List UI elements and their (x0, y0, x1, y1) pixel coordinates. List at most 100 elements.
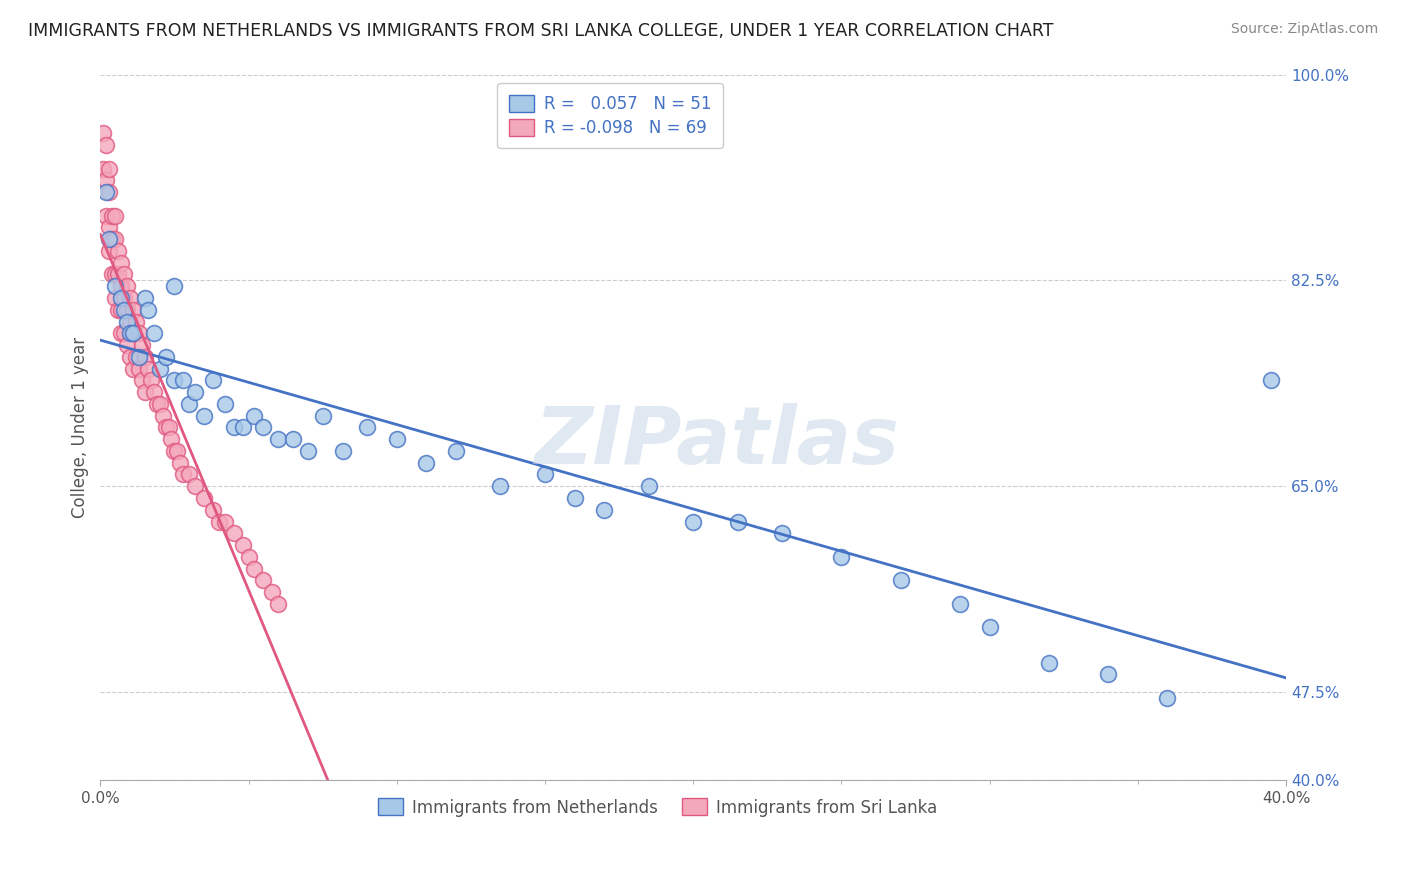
Point (101, 209, 124, 223)
Point (104, 232, 127, 246)
Point (107, 302, 129, 317)
Point (142, 326, 165, 341)
Point (96, 173, 118, 187)
Point (222, 526, 245, 541)
Point (110, 326, 132, 341)
Point (96, 209, 118, 223)
Point (890, 574, 912, 588)
Point (637, 479, 659, 493)
Point (128, 326, 150, 341)
Point (193, 409, 215, 423)
Point (201, 373, 224, 387)
Point (118, 314, 141, 328)
Point (252, 420, 274, 434)
Point (91, 161, 114, 176)
Point (193, 491, 215, 505)
Point (115, 302, 138, 317)
Point (115, 314, 138, 328)
Point (142, 385, 165, 400)
Point (112, 326, 135, 341)
Point (131, 373, 153, 387)
Point (238, 549, 260, 564)
Point (232, 420, 254, 434)
Point (770, 526, 793, 541)
Point (184, 479, 207, 493)
Point (104, 209, 127, 223)
Point (179, 397, 201, 411)
Point (136, 361, 159, 376)
Point (682, 515, 704, 529)
Point (949, 597, 972, 611)
Point (110, 291, 132, 305)
Point (155, 420, 177, 434)
Point (166, 444, 188, 458)
Point (91, 126, 114, 140)
Point (128, 361, 150, 376)
Point (385, 432, 408, 446)
Point (107, 244, 129, 258)
Point (297, 444, 319, 458)
Point (122, 302, 145, 317)
Point (122, 326, 145, 341)
Point (444, 444, 467, 458)
Point (125, 350, 148, 364)
Point (163, 444, 186, 458)
Point (593, 502, 616, 516)
Point (152, 409, 174, 423)
Point (281, 432, 304, 446)
Point (118, 326, 141, 341)
Point (267, 432, 290, 446)
Point (101, 232, 124, 246)
Point (157, 420, 180, 434)
Point (98, 185, 121, 199)
Point (104, 291, 127, 305)
Point (160, 432, 183, 446)
Point (727, 515, 749, 529)
Point (125, 314, 148, 328)
Point (356, 420, 378, 434)
Text: ZIPatlas: ZIPatlas (534, 402, 900, 481)
Point (98, 244, 121, 258)
Point (184, 385, 207, 400)
Point (136, 302, 159, 317)
Point (243, 409, 266, 423)
Point (1038, 656, 1060, 670)
Point (222, 420, 245, 434)
Point (252, 574, 274, 588)
Point (112, 268, 135, 282)
Point (98, 232, 121, 246)
Point (134, 291, 156, 305)
Point (163, 279, 186, 293)
Point (155, 350, 177, 364)
Point (128, 350, 150, 364)
Point (115, 338, 138, 352)
Point (96, 138, 118, 153)
Y-axis label: College, Under 1 year: College, Under 1 year (72, 337, 89, 518)
Point (118, 350, 141, 364)
Point (131, 338, 153, 352)
Point (208, 515, 231, 529)
Point (1156, 690, 1178, 705)
Point (489, 479, 512, 493)
Point (122, 326, 145, 341)
Point (1097, 667, 1119, 681)
Point (115, 279, 138, 293)
Point (149, 361, 172, 376)
Point (122, 361, 145, 376)
Point (145, 397, 167, 411)
Point (101, 268, 124, 282)
Point (112, 291, 135, 305)
Point (139, 373, 162, 387)
Point (134, 350, 156, 364)
Point (214, 397, 236, 411)
Text: IMMIGRANTS FROM NETHERLANDS VS IMMIGRANTS FROM SRI LANKA COLLEGE, UNDER 1 YEAR C: IMMIGRANTS FROM NETHERLANDS VS IMMIGRANT… (28, 22, 1053, 40)
Point (118, 291, 141, 305)
Point (243, 561, 266, 575)
Point (332, 444, 354, 458)
Point (172, 373, 194, 387)
Point (534, 467, 557, 482)
Point (201, 502, 224, 516)
Point (979, 620, 1001, 634)
Point (232, 538, 254, 552)
Point (98, 161, 121, 176)
